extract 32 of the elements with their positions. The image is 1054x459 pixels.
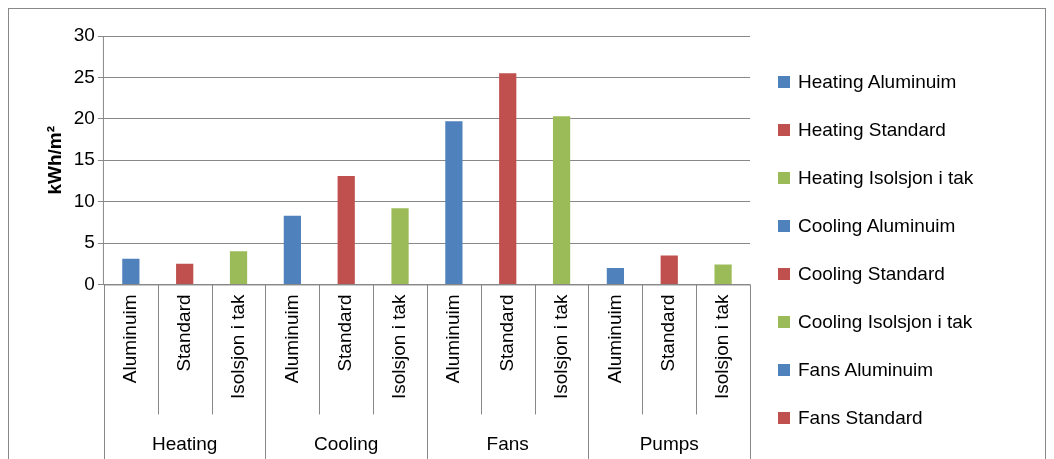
x-tick-label: Aluminuim: [442, 294, 464, 384]
x-tick-label: Isolsjon i tak: [711, 293, 733, 399]
text: Fans: [486, 432, 529, 454]
x-tick-label: Standard: [495, 294, 517, 372]
y-axis-title: kWh/m²: [43, 125, 65, 195]
x-tick-label: Isolsjon i tak: [549, 293, 571, 399]
text: Pumps: [639, 432, 699, 454]
legend-label: Fans Aluminuim: [798, 359, 934, 381]
text: Cooling: [313, 432, 379, 454]
y-tick-label: 30: [73, 24, 95, 46]
legend-label: Fans Standard: [798, 407, 923, 429]
y-tick-label: 20: [73, 107, 95, 129]
x-tick-label: Standard: [657, 294, 679, 372]
x-tick-label: Aluminuim: [603, 294, 625, 384]
x-tick-label: Standard: [172, 294, 194, 372]
y-tick-label: 5: [84, 231, 95, 253]
legend-label: Heating Isolsjon i tak: [798, 167, 974, 189]
y-tick-label: 15: [73, 148, 95, 170]
y-tick-label: 25: [73, 65, 95, 87]
y-tick-label: 10: [73, 189, 95, 211]
x-tick-label: Isolsjon i tak: [226, 293, 248, 399]
legend-label: Cooling Standard: [798, 263, 945, 285]
x-tick-label: Isolsjon i tak: [388, 293, 410, 399]
x-tick-label: Standard: [334, 294, 356, 372]
legend-label: Heating Aluminuim: [798, 71, 957, 93]
y-tick-label: 0: [84, 272, 95, 294]
legend-label: Heating Standard: [798, 119, 946, 141]
legend-label: Cooling Aluminuim: [798, 215, 956, 237]
text: Heating: [151, 432, 218, 454]
x-tick-label: Aluminuim: [119, 294, 141, 384]
legend-label: Cooling Isolsjon i tak: [798, 311, 973, 333]
x-tick-label: Aluminuim: [280, 294, 302, 384]
